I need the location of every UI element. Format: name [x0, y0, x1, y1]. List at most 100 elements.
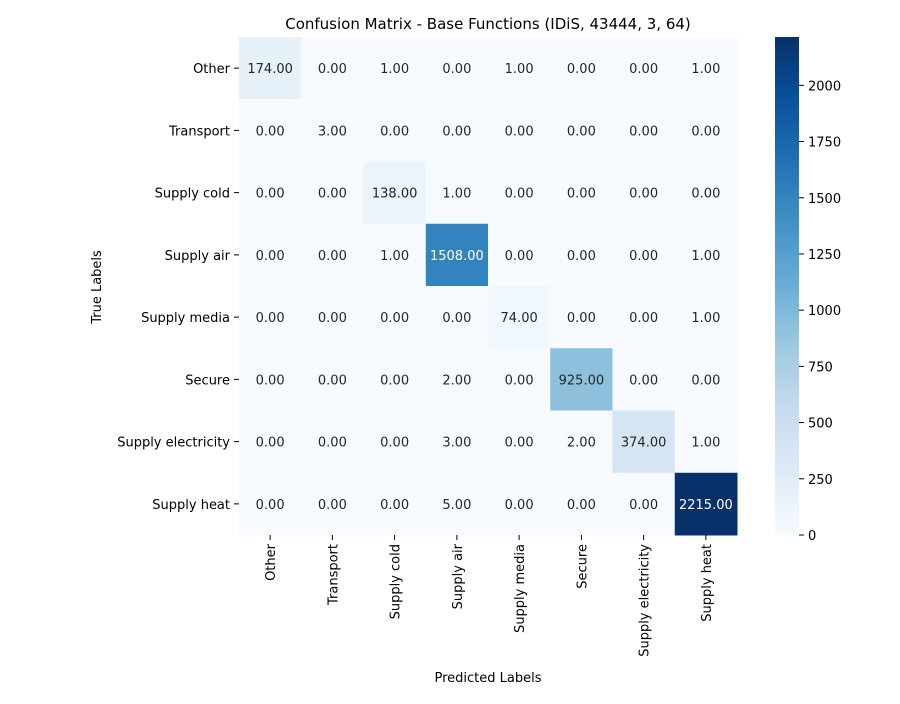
- heatmap-cell: [239, 348, 302, 411]
- heatmap-cell-value: 0.00: [380, 311, 409, 326]
- heatmap-cell: [488, 37, 551, 100]
- heatmap-cell: [674, 286, 738, 349]
- heatmap-cell: [239, 37, 302, 100]
- heatmap-cell-value: 0.00: [567, 311, 596, 326]
- heatmap-cell-value: 0.00: [256, 249, 285, 264]
- heatmap-cell-value: 0.00: [629, 249, 658, 264]
- heatmap-cell-value: 0.00: [256, 498, 285, 513]
- heatmap-cell-value: 0.00: [505, 373, 534, 388]
- heatmap-cell-value: 1.00: [380, 62, 409, 77]
- heatmap-cell-value: 0.00: [380, 498, 409, 513]
- heatmap-cell-value: 0.00: [691, 373, 720, 388]
- heatmap-cells: [239, 37, 738, 536]
- colorbar-tick-label: 250: [808, 473, 833, 488]
- heatmap-cell-value: 0.00: [442, 124, 471, 139]
- heatmap-cell: [239, 161, 302, 225]
- x-tick-label: Other: [264, 543, 279, 581]
- heatmap-cell: [301, 410, 364, 474]
- heatmap-cell: [674, 472, 738, 536]
- heatmap-cell: [550, 410, 613, 474]
- heatmap-cell: [612, 223, 676, 287]
- heatmap-cell-value: 0.00: [256, 124, 285, 139]
- heatmap-cell: [674, 99, 738, 162]
- colorbar-ticks: 0 250 500 750 1000 1250 1500 1750 2000: [799, 79, 841, 544]
- heatmap-cell: [612, 348, 676, 411]
- heatmap-cell-value: 0.00: [380, 124, 409, 139]
- heatmap-cell-value: 0.00: [318, 62, 347, 77]
- heatmap-cell: [425, 410, 489, 474]
- heatmap-cell: [425, 472, 489, 536]
- heatmap-cell-value: 2.00: [442, 373, 471, 388]
- heatmap-cell-value: 1.00: [691, 62, 720, 77]
- heatmap-cell: [550, 472, 613, 536]
- heatmap-cell: [363, 286, 427, 349]
- heatmap-cell: [674, 348, 738, 411]
- heatmap-cell-value: 0.00: [629, 373, 658, 388]
- colorbar-tick-label: 0: [808, 529, 816, 544]
- heatmap-cell: [363, 223, 427, 287]
- heatmap-cell-value: 0.00: [629, 498, 658, 513]
- heatmap-cell-value: 1508.00: [430, 249, 484, 264]
- heatmap-cell-value: 0.00: [380, 373, 409, 388]
- heatmap-cell: [550, 348, 613, 411]
- heatmap-cell-labels: 174.00 0.00 1.00 0.00 1.00 0.00 0.00 1.00 0.00 3.…: [247, 62, 732, 513]
- heatmap-cell-value: 174.00: [247, 62, 293, 77]
- y-tick-label: Secure: [185, 373, 230, 388]
- heatmap-cell-value: 0.00: [505, 124, 534, 139]
- heatmap-cell: [550, 161, 613, 225]
- heatmap-cell: [425, 161, 489, 225]
- heatmap-cell: [488, 99, 551, 162]
- heatmap-cell-value: 0.00: [567, 498, 596, 513]
- heatmap-cell-value: 0.00: [567, 187, 596, 202]
- heatmap-cell: [425, 37, 489, 100]
- y-tick-label: Transport: [168, 124, 230, 139]
- heatmap-cell-value: 0.00: [318, 373, 347, 388]
- heatmap-cell: [612, 472, 676, 536]
- heatmap-cell-value: 0.00: [442, 62, 471, 77]
- heatmap-cell: [674, 37, 738, 100]
- heatmap-cell: [363, 37, 427, 100]
- y-tick-label: Supply cold: [155, 187, 230, 202]
- heatmap-cell-value: 74.00: [501, 311, 538, 326]
- colorbar-tick-label: 2000: [808, 79, 841, 94]
- heatmap-cell-value: 0.00: [442, 311, 471, 326]
- heatmap-cell: [363, 161, 427, 225]
- x-tick-label: Supply cold: [389, 544, 404, 619]
- heatmap-cell: [301, 99, 364, 162]
- heatmap-cell: [612, 161, 676, 225]
- heatmap-cell: [363, 99, 427, 162]
- heatmap-cell: [301, 348, 364, 411]
- x-tick-label: Transport: [326, 544, 341, 606]
- x-tick-label: Supply media: [513, 544, 528, 633]
- y-tick-label: Supply heat: [152, 498, 230, 513]
- y-tick-label: Supply electricity: [117, 436, 230, 451]
- heatmap-cell-value: 0.00: [505, 436, 534, 451]
- heatmap-cell-value: 2.00: [567, 436, 596, 451]
- x-tick-label: Secure: [575, 544, 590, 589]
- heatmap-cell: [612, 286, 676, 349]
- y-tick-label: Other: [193, 62, 231, 77]
- heatmap-cell: [488, 286, 551, 349]
- heatmap-cell: [301, 223, 364, 287]
- heatmap-cell-value: 0.00: [318, 187, 347, 202]
- heatmap-cell-value: 0.00: [256, 436, 285, 451]
- heatmap-cell-value: 0.00: [629, 187, 658, 202]
- heatmap-cell-value: 0.00: [629, 62, 658, 77]
- heatmap-cell-value: 0.00: [567, 249, 596, 264]
- heatmap-cell-value: 374.00: [621, 436, 667, 451]
- heatmap-cell: [550, 223, 613, 287]
- heatmap-cell-value: 1.00: [691, 311, 720, 326]
- y-axis-label: True Labels: [90, 250, 105, 325]
- heatmap-cell: [301, 161, 364, 225]
- heatmap-cell: [239, 410, 302, 474]
- heatmap-cell-value: 0.00: [567, 62, 596, 77]
- heatmap-cell: [674, 161, 738, 225]
- heatmap-cell: [301, 286, 364, 349]
- heatmap-cell: [612, 99, 676, 162]
- heatmap-cell-value: 1.00: [691, 436, 720, 451]
- heatmap-cell-value: 0.00: [691, 187, 720, 202]
- colorbar-tick-label: 1500: [808, 192, 841, 207]
- heatmap-cell-value: 3.00: [442, 436, 471, 451]
- heatmap-cell: [488, 161, 551, 225]
